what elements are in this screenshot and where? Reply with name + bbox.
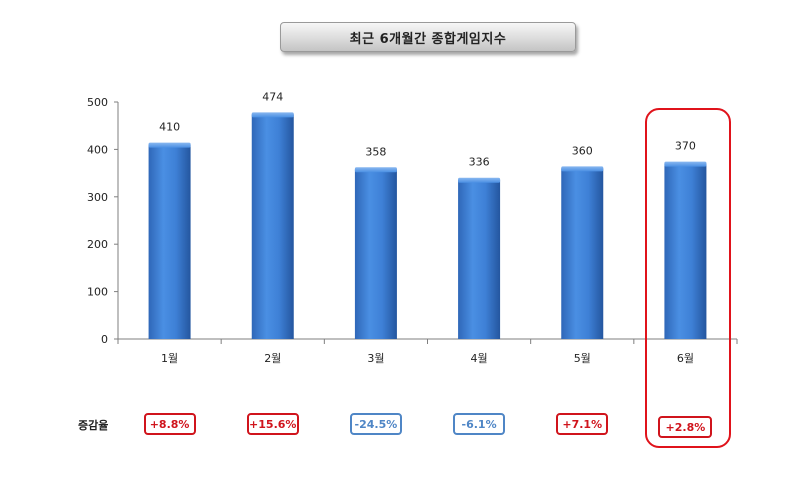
y-tick-label: 100 <box>87 286 108 299</box>
x-tick-label: 3월 <box>367 352 384 365</box>
bar <box>148 144 191 339</box>
bar-value-label: 336 <box>469 156 490 169</box>
growth-rate-label: 증감율 <box>78 419 109 432</box>
growth-rate-badge: +7.1% <box>556 413 609 435</box>
x-tick-label: 6월 <box>677 352 694 365</box>
growth-rate-badge: +8.8% <box>143 413 196 435</box>
x-tick-label: 2월 <box>264 352 281 365</box>
y-tick-label: 300 <box>87 191 108 204</box>
bar-cap <box>354 167 397 173</box>
bar <box>251 114 294 339</box>
bar-value-label: 370 <box>675 140 696 153</box>
y-axis: 0 100 200 300 400 500 <box>87 96 119 346</box>
x-tick-label: 1월 <box>161 352 178 365</box>
highlight-june-box <box>645 108 731 448</box>
growth-rate-badge: -24.5% <box>349 413 402 435</box>
bar-value-label: 358 <box>365 145 386 158</box>
bar <box>561 168 604 339</box>
growth-rate-badge: -6.1% <box>453 413 506 435</box>
chart-title: 최근 6개월간 종합게임지수 <box>280 22 576 52</box>
growth-rate-badge: +2.8% <box>658 416 713 438</box>
bar <box>664 163 707 339</box>
bar <box>354 169 397 339</box>
bar-cap <box>664 161 707 167</box>
x-tick-label: 4월 <box>471 352 488 365</box>
bar-cap <box>148 142 191 148</box>
x-axis: 1월 2월 3월 4월 5월 6월 <box>117 338 738 365</box>
bar <box>458 179 501 339</box>
bar-cap <box>458 177 501 183</box>
y-tick-label: 400 <box>87 143 108 156</box>
bars: 410 474 358 336 360 370 <box>148 90 707 339</box>
y-tick-label: 500 <box>87 96 108 109</box>
bar-cap <box>251 112 294 118</box>
growth-rate-badge: +15.6% <box>246 413 299 435</box>
bar-cap <box>561 166 604 172</box>
y-tick-label: 0 <box>101 333 108 346</box>
bar-value-label: 360 <box>572 144 593 157</box>
bar-value-label: 410 <box>159 121 180 134</box>
bar-value-label: 474 <box>262 90 283 103</box>
y-tick-label: 200 <box>87 238 108 251</box>
x-tick-label: 5월 <box>574 352 591 365</box>
